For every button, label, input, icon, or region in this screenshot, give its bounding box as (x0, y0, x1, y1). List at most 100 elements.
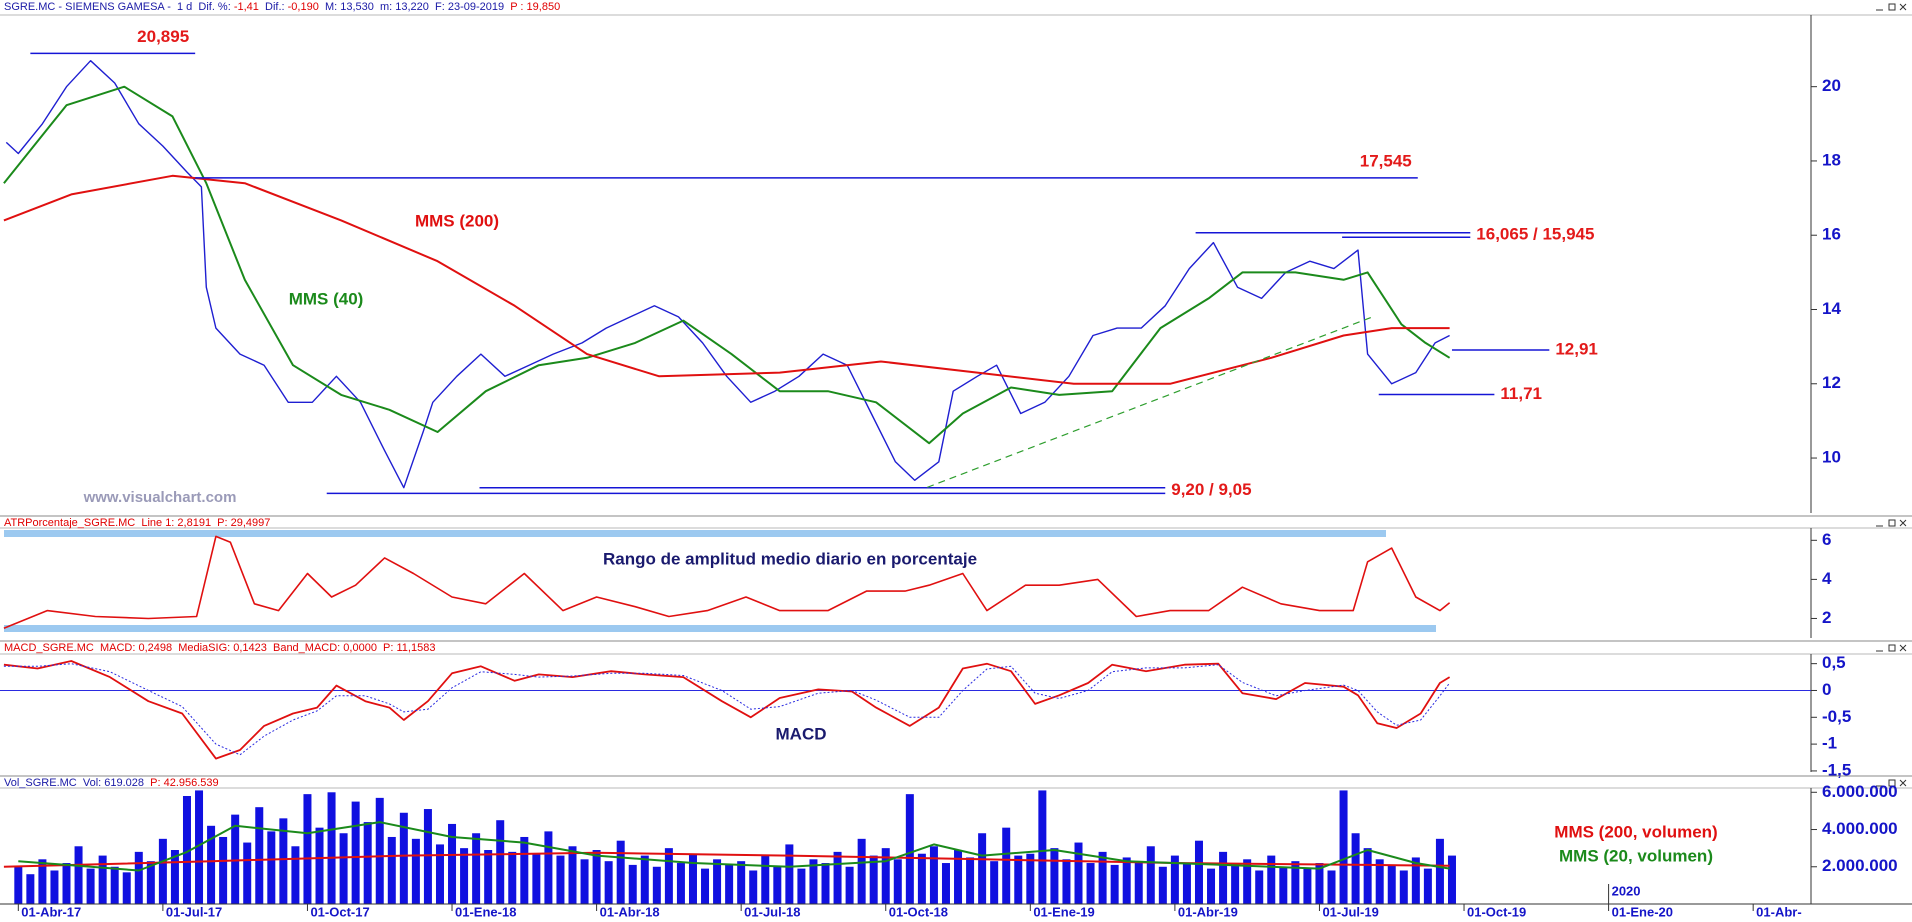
y-tick-label: 2.000.000 (1822, 856, 1898, 875)
volume-bar (1279, 866, 1288, 904)
volume-bar (616, 840, 625, 904)
close-icon (1899, 519, 1907, 527)
volume-bar (399, 812, 408, 904)
x-tick-label: 01-Oct-19 (1467, 904, 1526, 919)
y-tick-label: 10 (1822, 448, 1841, 467)
volume-bar (86, 868, 95, 904)
volume-bar (1411, 857, 1420, 904)
volume-bar (544, 831, 553, 904)
volume-bar (688, 853, 697, 904)
x-tick-label: 01-Jul-19 (1322, 904, 1378, 919)
volume-bar (1327, 870, 1336, 904)
volume-bar (110, 866, 119, 904)
volume-bar (279, 818, 288, 904)
volume-bar (1002, 827, 1011, 904)
volume-bar (749, 870, 758, 904)
x-tick-label: 01-Oct-18 (889, 904, 948, 919)
volume-bar (990, 861, 999, 904)
volume-bar (1050, 848, 1059, 904)
trendline (926, 316, 1373, 488)
level-label: 9,20 / 9,05 (1171, 480, 1251, 499)
y-tick-label: 20 (1822, 76, 1841, 95)
volume-bar (231, 814, 240, 904)
level-label: 17,545 (1360, 151, 1412, 170)
volume-bar (255, 807, 264, 904)
header-segment: Dif.: (259, 1, 288, 13)
volume-bar (785, 844, 794, 904)
y-tick-label: 0 (1822, 680, 1831, 699)
volume-bar (243, 842, 252, 904)
volume-bar (375, 797, 384, 904)
volume-bar (423, 809, 432, 904)
header-segment: M: 13,530 m: 13,220 F: 23-09-2019 (319, 1, 510, 13)
y-tick-label: 12 (1822, 373, 1841, 392)
close-icon (1899, 644, 1907, 652)
volume-bar (821, 863, 830, 904)
series-line (5, 60, 1450, 489)
volume-bar (845, 866, 854, 904)
maximize-icon (1888, 519, 1896, 527)
volume-bar (532, 853, 541, 904)
volume-bar (1038, 790, 1047, 904)
x-tick-label: 01-Abr- (1756, 904, 1802, 919)
volume-bar (701, 868, 710, 904)
series-line (3, 851, 1450, 868)
x-tick-label: 01-Abr-18 (600, 904, 660, 919)
y-tick-label: 14 (1822, 299, 1841, 318)
volume-bar (857, 838, 866, 904)
volume-bar (1423, 868, 1432, 904)
level-label: 11,71 (1500, 384, 1542, 403)
volume-bar (327, 792, 336, 904)
volume-bar (1026, 853, 1035, 904)
volume-bar (905, 794, 914, 904)
y-tick-label: -1,5 (1822, 760, 1851, 779)
maximize-icon (1888, 3, 1896, 11)
maximize-icon (1888, 779, 1896, 787)
x-tick-label: 01-Jul-17 (166, 904, 222, 919)
volume-bar (954, 850, 963, 904)
volume-bar (1399, 870, 1408, 904)
volume-bar (1303, 868, 1312, 904)
volume-bar (448, 823, 457, 904)
header-segment: ATRPorcentaje_SGRE.MC Line 1: 2,8191 P: … (4, 517, 270, 529)
volume-bar (761, 855, 770, 904)
volume-bar (893, 859, 902, 904)
x-tick-label: 01-Abr-17 (21, 904, 81, 919)
volume-bar (881, 848, 890, 904)
volume-bar (1122, 857, 1131, 904)
y-tick-label: 4 (1822, 569, 1832, 588)
volume-bar (351, 801, 360, 904)
volume-bar (50, 870, 59, 904)
volume-bar (1267, 855, 1276, 904)
volume-bar (917, 853, 926, 904)
volume-bar (1291, 861, 1300, 904)
close-icon (1899, 3, 1907, 11)
y-tick-label: -0,5 (1822, 707, 1851, 726)
volume-bar (291, 846, 300, 904)
volume-bar (38, 859, 47, 904)
volume-bar (1207, 868, 1216, 904)
volume-bar (158, 838, 167, 904)
volume-bar (1098, 851, 1107, 904)
x-tick-label: 01-Ene-20 (1612, 904, 1673, 919)
series-line (3, 85, 1451, 445)
y-tick-label: 2 (1822, 608, 1831, 627)
series-label: MMS (20, volumen) (1559, 846, 1713, 865)
level-label: 16,065 / 15,945 (1476, 225, 1594, 244)
volume-bar (315, 827, 324, 904)
volume-bar (773, 866, 782, 904)
volume-bar (122, 872, 131, 904)
series-line (3, 174, 1450, 385)
panel-header: Vol_SGRE.MC Vol: 619.028 P: 42.956.539 (4, 777, 219, 789)
volume-bar (496, 820, 505, 904)
volume-bar (676, 863, 685, 904)
y-tick-label: 0,5 (1822, 653, 1846, 672)
volume-bar (387, 836, 396, 904)
volume-bar (1086, 863, 1095, 904)
volume-bar (580, 859, 589, 904)
panel-title: Rango de amplitud medio diario en porcen… (603, 549, 977, 568)
volume-bar (170, 850, 179, 904)
volume-bar (1074, 842, 1083, 904)
